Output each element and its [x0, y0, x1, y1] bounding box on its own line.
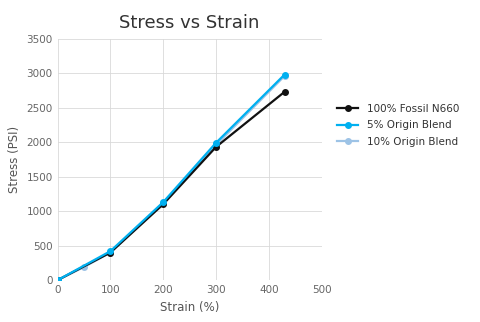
10% Origin Blend: [213, 143, 219, 147]
10% Origin Blend: [160, 201, 166, 205]
100% Fossil N660: [282, 90, 288, 94]
10% Origin Blend: [81, 265, 87, 269]
Line: 10% Origin Blend: 10% Origin Blend: [55, 73, 288, 283]
100% Fossil N660: [213, 145, 219, 149]
Y-axis label: Stress (PSI): Stress (PSI): [8, 126, 21, 193]
Title: Stress vs Strain: Stress vs Strain: [120, 14, 260, 32]
X-axis label: Strain (%): Strain (%): [160, 300, 219, 314]
100% Fossil N660: [108, 251, 113, 254]
Legend: 100% Fossil N660, 5% Origin Blend, 10% Origin Blend: 100% Fossil N660, 5% Origin Blend, 10% O…: [337, 104, 459, 147]
5% Origin Blend: [213, 141, 219, 145]
5% Origin Blend: [160, 200, 166, 204]
Line: 100% Fossil N660: 100% Fossil N660: [55, 89, 288, 283]
5% Origin Blend: [282, 72, 288, 76]
10% Origin Blend: [55, 278, 60, 282]
5% Origin Blend: [55, 278, 60, 282]
10% Origin Blend: [108, 251, 113, 254]
100% Fossil N660: [160, 202, 166, 206]
Line: 5% Origin Blend: 5% Origin Blend: [55, 72, 288, 283]
10% Origin Blend: [282, 74, 288, 78]
100% Fossil N660: [55, 278, 60, 282]
5% Origin Blend: [108, 249, 113, 253]
